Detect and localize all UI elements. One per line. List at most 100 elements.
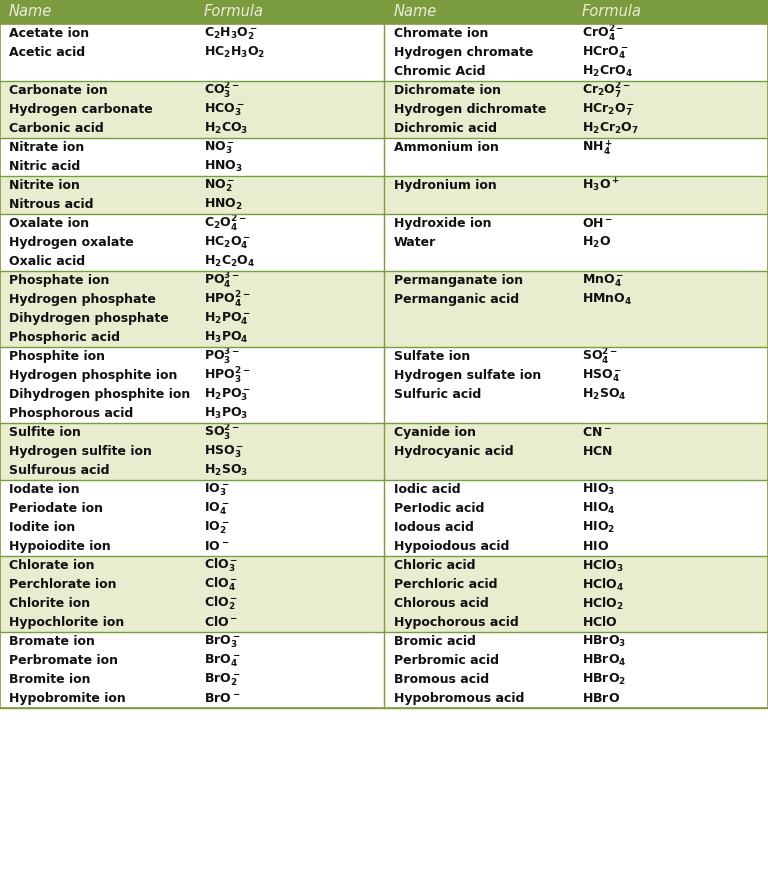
Bar <box>0 81 768 138</box>
Text: $\mathbf{HNO_3}$: $\mathbf{HNO_3}$ <box>204 159 243 174</box>
Text: $\mathbf{PO_4^{3-}}$: $\mathbf{PO_4^{3-}}$ <box>204 271 240 290</box>
Text: $\mathbf{HBrO_3}$: $\mathbf{HBrO_3}$ <box>582 634 626 649</box>
Text: Permanganic acid: Permanganic acid <box>394 293 519 306</box>
Text: $\mathbf{HClO_4}$: $\mathbf{HClO_4}$ <box>582 577 624 593</box>
Text: $\mathbf{C_2O_4^{2-}}$: $\mathbf{C_2O_4^{2-}}$ <box>204 213 247 234</box>
Text: Hypobromite ion: Hypobromite ion <box>9 692 126 705</box>
Text: Permanganate ion: Permanganate ion <box>394 274 523 287</box>
Text: $\mathbf{IO_2^-}$: $\mathbf{IO_2^-}$ <box>204 519 230 535</box>
Text: Dichromate ion: Dichromate ion <box>394 84 501 97</box>
Text: Cyanide ion: Cyanide ion <box>394 426 476 439</box>
Text: Hydronium ion: Hydronium ion <box>394 179 497 192</box>
Text: $\mathbf{CO_3^{2-}}$: $\mathbf{CO_3^{2-}}$ <box>204 80 240 101</box>
Text: Hydrogen phosphate: Hydrogen phosphate <box>9 293 156 306</box>
Text: $\mathbf{IO_3^-}$: $\mathbf{IO_3^-}$ <box>204 482 230 497</box>
Text: Iodous acid: Iodous acid <box>394 521 474 534</box>
Text: Chromic Acid: Chromic Acid <box>394 65 485 78</box>
Text: Formula: Formula <box>582 4 642 19</box>
Text: Chloric acid: Chloric acid <box>394 559 475 572</box>
Text: Hydroxide ion: Hydroxide ion <box>394 217 492 230</box>
Text: Sulfurous acid: Sulfurous acid <box>9 464 110 477</box>
Text: Dihydrogen phosphate: Dihydrogen phosphate <box>9 312 169 325</box>
Bar <box>0 0 768 24</box>
Text: $\mathbf{NO_3^-}$: $\mathbf{NO_3^-}$ <box>204 139 235 156</box>
Text: $\mathbf{HCr_2O_7^-}$: $\mathbf{HCr_2O_7^-}$ <box>582 101 635 118</box>
Text: $\mathbf{IO_4^-}$: $\mathbf{IO_4^-}$ <box>204 500 230 517</box>
Text: $\mathbf{ClO^-}$: $\mathbf{ClO^-}$ <box>204 616 238 630</box>
Text: Chlorous acid: Chlorous acid <box>394 597 488 610</box>
Text: Hypoiodous acid: Hypoiodous acid <box>394 540 509 553</box>
Text: Hydrogen phosphite ion: Hydrogen phosphite ion <box>9 369 177 382</box>
Bar <box>0 556 768 632</box>
Text: Chromate ion: Chromate ion <box>394 27 488 40</box>
Text: $\mathbf{HMnO_4}$: $\mathbf{HMnO_4}$ <box>582 292 632 307</box>
Text: Name: Name <box>394 4 437 19</box>
Text: $\mathbf{HPO_3^{2-}}$: $\mathbf{HPO_3^{2-}}$ <box>204 365 250 385</box>
Text: $\mathbf{SO_4^{2-}}$: $\mathbf{SO_4^{2-}}$ <box>582 347 618 367</box>
Text: $\mathbf{HNO_2}$: $\mathbf{HNO_2}$ <box>204 197 243 212</box>
Text: Dichromic acid: Dichromic acid <box>394 122 497 135</box>
Text: Oxalic acid: Oxalic acid <box>9 255 85 268</box>
Bar <box>0 176 768 214</box>
Text: $\mathbf{HBrO}$: $\mathbf{HBrO}$ <box>582 692 620 705</box>
Text: Hydrogen chromate: Hydrogen chromate <box>394 46 533 59</box>
Text: Hypoiodite ion: Hypoiodite ion <box>9 540 111 553</box>
Text: Sulfite ion: Sulfite ion <box>9 426 81 439</box>
Text: Perchlorate ion: Perchlorate ion <box>9 578 117 591</box>
Bar <box>0 632 768 708</box>
Text: $\mathbf{HPO_4^{2-}}$: $\mathbf{HPO_4^{2-}}$ <box>204 289 250 310</box>
Text: $\mathbf{BrO_4^-}$: $\mathbf{BrO_4^-}$ <box>204 653 240 669</box>
Bar <box>0 423 768 480</box>
Text: $\mathbf{H_2PO_4^-}$: $\mathbf{H_2PO_4^-}$ <box>204 310 251 326</box>
Text: $\mathbf{HIO_3}$: $\mathbf{HIO_3}$ <box>582 482 615 497</box>
Text: $\mathbf{H_3PO_3}$: $\mathbf{H_3PO_3}$ <box>204 406 248 421</box>
Bar <box>0 347 768 423</box>
Text: $\mathbf{C_2H_3O_2^-}$: $\mathbf{C_2H_3O_2^-}$ <box>204 26 257 41</box>
Text: $\mathbf{CN^-}$: $\mathbf{CN^-}$ <box>582 426 612 439</box>
Text: Periodate ion: Periodate ion <box>9 502 103 515</box>
Text: $\mathbf{ClO_3^-}$: $\mathbf{ClO_3^-}$ <box>204 557 238 574</box>
Text: $\mathbf{H_2C_2O_4}$: $\mathbf{H_2C_2O_4}$ <box>204 254 255 269</box>
Text: Hydrogen sulfate ion: Hydrogen sulfate ion <box>394 369 541 382</box>
Text: Hypochorous acid: Hypochorous acid <box>394 616 518 629</box>
Text: Water: Water <box>394 236 436 249</box>
Text: Bromous acid: Bromous acid <box>394 673 489 686</box>
Text: Hydrocyanic acid: Hydrocyanic acid <box>394 445 514 458</box>
Text: $\mathbf{IO^-}$: $\mathbf{IO^-}$ <box>204 540 230 553</box>
Bar <box>0 214 768 271</box>
Text: Acetate ion: Acetate ion <box>9 27 89 40</box>
Text: $\mathbf{HSO_4^-}$: $\mathbf{HSO_4^-}$ <box>582 367 622 384</box>
Text: Hydrogen oxalate: Hydrogen oxalate <box>9 236 134 249</box>
Text: $\mathbf{HC_2H_3O_2}$: $\mathbf{HC_2H_3O_2}$ <box>204 45 265 60</box>
Text: Iodate ion: Iodate ion <box>9 483 80 496</box>
Text: $\mathbf{H_2SO_3}$: $\mathbf{H_2SO_3}$ <box>204 463 248 478</box>
Text: $\mathbf{PO_3^{3-}}$: $\mathbf{PO_3^{3-}}$ <box>204 347 240 367</box>
Bar <box>0 24 768 81</box>
Text: Hydrogen sulfite ion: Hydrogen sulfite ion <box>9 445 152 458</box>
Text: $\mathbf{HClO_2}$: $\mathbf{HClO_2}$ <box>582 595 624 611</box>
Text: $\mathbf{Cr_2O_7^{2-}}$: $\mathbf{Cr_2O_7^{2-}}$ <box>582 80 631 101</box>
Text: Bromate ion: Bromate ion <box>9 635 95 648</box>
Text: $\mathbf{OH^-}$: $\mathbf{OH^-}$ <box>582 217 614 230</box>
Text: Iodic acid: Iodic acid <box>394 483 461 496</box>
Text: Bromic acid: Bromic acid <box>394 635 476 648</box>
Text: Oxalate ion: Oxalate ion <box>9 217 89 230</box>
Text: Nitric acid: Nitric acid <box>9 160 80 173</box>
Text: $\mathbf{SO_3^{2-}}$: $\mathbf{SO_3^{2-}}$ <box>204 422 240 443</box>
Text: Phosphite ion: Phosphite ion <box>9 350 105 363</box>
Text: Sulfate ion: Sulfate ion <box>394 350 470 363</box>
Text: $\mathbf{NO_2^-}$: $\mathbf{NO_2^-}$ <box>204 177 235 194</box>
Bar <box>0 138 768 176</box>
Text: Phosphate ion: Phosphate ion <box>9 274 109 287</box>
Text: $\mathbf{H_2CO_3}$: $\mathbf{H_2CO_3}$ <box>204 121 248 136</box>
Text: $\mathbf{HIO_4}$: $\mathbf{HIO_4}$ <box>582 501 616 516</box>
Text: $\mathbf{ClO_4^-}$: $\mathbf{ClO_4^-}$ <box>204 576 238 594</box>
Text: Phosphorous acid: Phosphorous acid <box>9 407 134 420</box>
Text: Hydrogen carbonate: Hydrogen carbonate <box>9 103 153 116</box>
Text: Hydrogen dichromate: Hydrogen dichromate <box>394 103 546 116</box>
Text: $\mathbf{HCO_3^-}$: $\mathbf{HCO_3^-}$ <box>204 101 244 118</box>
Text: $\mathbf{BrO^-}$: $\mathbf{BrO^-}$ <box>204 692 240 705</box>
Text: $\mathbf{BrO_3^-}$: $\mathbf{BrO_3^-}$ <box>204 633 240 650</box>
Text: $\mathbf{MnO_4^-}$: $\mathbf{MnO_4^-}$ <box>582 273 624 288</box>
Text: Iodite ion: Iodite ion <box>9 521 75 534</box>
